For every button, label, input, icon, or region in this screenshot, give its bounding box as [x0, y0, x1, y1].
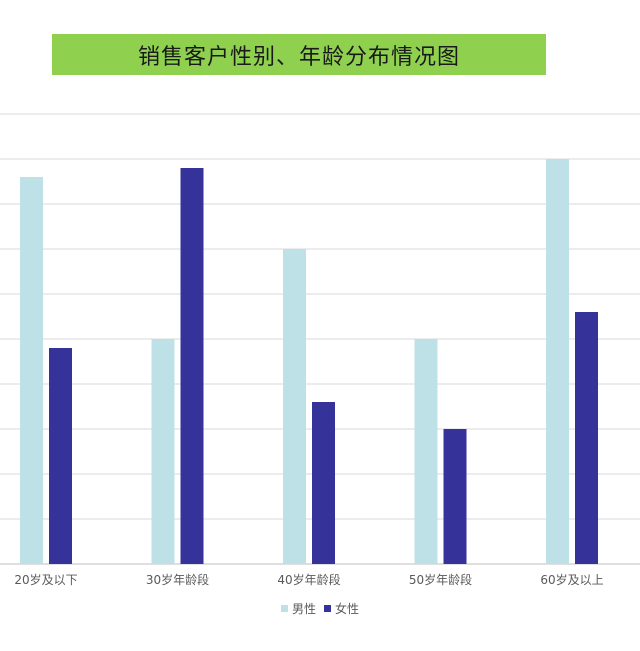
- bar-female: [443, 429, 467, 564]
- bar-male: [414, 339, 438, 564]
- legend-item-female: 女性: [324, 600, 359, 617]
- x-tick-label: 50岁年龄段: [409, 572, 472, 587]
- chart-title: 销售客户性别、年龄分布情况图: [137, 44, 460, 70]
- bar-female: [575, 312, 598, 564]
- legend-swatch-female: [324, 605, 331, 612]
- bar-male: [151, 339, 175, 564]
- bar-female: [49, 348, 72, 564]
- chart-title-banner: 销售客户性别、年龄分布情况图: [52, 34, 546, 75]
- x-tick-label: 20岁及以下: [14, 572, 77, 587]
- bar-female: [180, 168, 204, 564]
- bar-chart: 20岁及以下 30岁年龄段 40岁年龄段 50岁年龄段 60岁及以上: [0, 113, 640, 587]
- x-tick-label: 40岁年龄段: [277, 572, 340, 587]
- x-tick-label: 60岁及以上: [540, 572, 603, 587]
- legend-item-male: 男性: [280, 600, 316, 617]
- bar-male: [20, 177, 43, 564]
- category-labels: 20岁及以下 30岁年龄段 40岁年龄段 50岁年龄段 60岁及以上: [14, 572, 603, 587]
- bar-male: [546, 159, 569, 564]
- gridlines: [0, 113, 640, 565]
- bar-female: [312, 402, 335, 564]
- legend-label-male: 男性: [291, 602, 316, 616]
- bars: [20, 159, 598, 564]
- legend: 男性 女性: [0, 600, 640, 617]
- bar-male: [283, 249, 306, 564]
- x-tick-label: 30岁年龄段: [146, 572, 209, 587]
- legend-swatch-male: [280, 605, 288, 612]
- legend-label-female: 女性: [335, 602, 360, 616]
